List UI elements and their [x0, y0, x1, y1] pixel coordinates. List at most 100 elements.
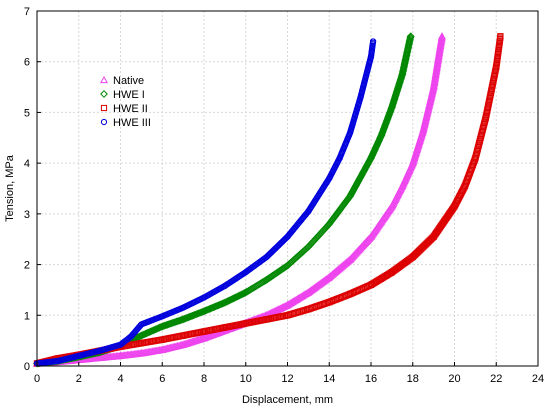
x-tick-label: 20 — [448, 373, 460, 385]
data-point — [304, 288, 313, 296]
data-point — [154, 324, 163, 333]
data-point — [54, 357, 61, 365]
data-point — [145, 328, 154, 337]
x-tick-label: 16 — [365, 373, 377, 385]
series-hwe-ii — [33, 33, 504, 367]
data-point — [406, 32, 415, 41]
data-point — [283, 300, 292, 309]
data-point — [305, 306, 312, 313]
x-tick-label: 4 — [117, 373, 123, 385]
data-point — [221, 282, 228, 289]
legend-label: Native — [113, 75, 144, 87]
data-point — [138, 331, 147, 339]
data-point — [142, 329, 151, 338]
data-point — [190, 310, 199, 319]
data-point — [346, 255, 355, 263]
legend-marker — [100, 75, 108, 84]
data-point — [184, 313, 193, 322]
data-point — [263, 253, 270, 261]
data-point — [192, 310, 201, 319]
data-point — [346, 192, 355, 201]
y-tick-label: 4 — [24, 158, 30, 170]
data-point — [367, 154, 375, 162]
data-point — [263, 316, 270, 323]
data-point — [209, 303, 218, 312]
data-point — [347, 129, 354, 136]
x-tick-label: 22 — [490, 373, 502, 385]
data-point — [377, 131, 386, 140]
data-point — [149, 326, 158, 335]
data-point — [151, 325, 160, 334]
legend-label: HWE III — [113, 117, 151, 129]
y-tick-label: 3 — [24, 209, 30, 221]
data-point — [419, 126, 428, 134]
data-point — [429, 82, 438, 91]
data-point — [217, 300, 225, 309]
data-point — [326, 175, 333, 182]
x-tick-label: 12 — [281, 373, 293, 385]
data-point — [430, 233, 437, 240]
data-point — [283, 261, 292, 270]
x-tick-label: 2 — [76, 373, 82, 385]
data-point — [179, 340, 188, 348]
data-point — [201, 306, 210, 315]
data-point — [141, 329, 150, 338]
legend-marker — [100, 90, 108, 98]
data-point — [116, 351, 125, 359]
data-point — [204, 305, 212, 314]
data-point — [241, 288, 250, 297]
data-point — [438, 32, 446, 40]
data-point — [262, 275, 271, 284]
data-point — [153, 324, 161, 333]
data-point — [200, 294, 208, 301]
x-axis-label: Displacement, mm — [242, 394, 333, 406]
data-point — [325, 273, 334, 281]
data-point — [96, 347, 103, 354]
data-point — [336, 154, 343, 162]
data-point — [409, 253, 416, 261]
data-point — [158, 322, 167, 331]
data-point — [242, 320, 249, 327]
legend-label: HWE II — [113, 103, 148, 115]
y-tick-label: 7 — [24, 6, 30, 18]
data-point — [158, 345, 167, 353]
axis-ticks — [36, 10, 539, 367]
data-point — [143, 328, 152, 337]
y-tick-label: 2 — [24, 260, 30, 272]
data-point — [138, 340, 145, 347]
data-point — [451, 203, 458, 210]
x-tick-label: 24 — [532, 373, 544, 385]
y-tick-label: 6 — [24, 57, 30, 69]
data-point — [205, 305, 214, 313]
data-point — [137, 331, 146, 340]
series-layer — [33, 32, 504, 368]
data-point — [369, 38, 377, 45]
data-point — [398, 70, 407, 79]
series-hwe-iii — [33, 38, 377, 367]
data-point — [187, 312, 195, 321]
legend: Native HWE I HWE II HWE III — [100, 75, 151, 129]
x-tick-label: 10 — [240, 373, 252, 385]
data-point — [198, 307, 207, 316]
data-point — [210, 303, 219, 311]
x-tick-label: 8 — [201, 373, 207, 385]
data-point — [200, 333, 208, 342]
y-axis-label: Tension, MPa — [4, 154, 16, 222]
data-point — [284, 312, 291, 319]
legend-marker — [100, 104, 108, 112]
data-point — [155, 323, 164, 332]
data-point — [193, 309, 202, 318]
data-point — [159, 313, 166, 320]
data-point — [157, 323, 165, 331]
data-point — [159, 336, 166, 343]
data-point — [218, 299, 227, 308]
x-tick-label: 0 — [34, 373, 40, 385]
data-point — [185, 312, 194, 321]
data-point — [219, 299, 228, 308]
y-tick-label: 1 — [24, 310, 30, 322]
data-point — [367, 53, 375, 60]
data-point — [176, 316, 185, 325]
x-tick-label: 18 — [407, 373, 419, 385]
legend-label: HWE I — [113, 89, 145, 101]
